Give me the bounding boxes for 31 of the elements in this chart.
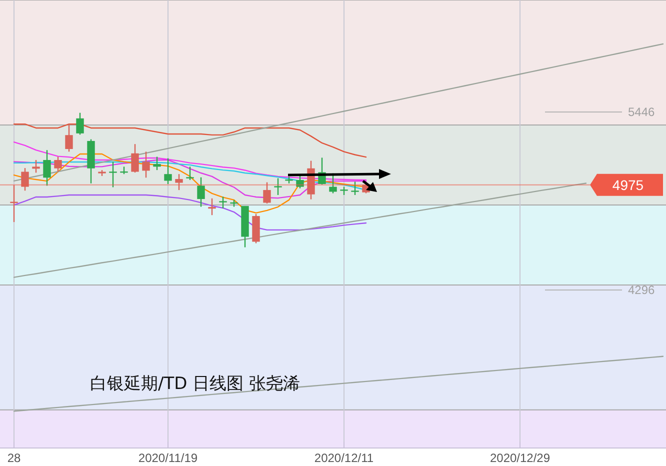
candlestick (109, 161, 117, 188)
candlestick (164, 158, 172, 185)
candlestick (186, 166, 194, 181)
candlestick (76, 112, 84, 136)
x-tick-label: 2020/11/19 (138, 451, 198, 465)
candlestick (296, 174, 304, 189)
candlestick (142, 151, 150, 178)
candlestick (65, 124, 73, 152)
line-series (13, 356, 664, 412)
line-series (13, 182, 587, 278)
candlestick (219, 196, 227, 209)
line-series (13, 194, 367, 231)
candlestick (131, 143, 139, 174)
candlestick (263, 182, 271, 204)
candlestick (32, 159, 40, 174)
candlestick (21, 167, 29, 192)
y-tick-label: 4296 (628, 283, 656, 297)
candlestick (274, 178, 282, 196)
x-tick-label: 2020/12/29 (490, 451, 550, 465)
annotation: 白银延期/TD 日线图 张尧浠 (90, 374, 300, 394)
x-tick-label: 2020/12/11 (314, 451, 374, 465)
x-tick-label: 28 (7, 451, 21, 465)
ref-line-label: 4975 (612, 176, 644, 193)
candlestick (43, 150, 51, 186)
candlestick (175, 173, 183, 191)
candlestick (153, 156, 161, 171)
candlestick (54, 156, 62, 172)
y-tick-label: 5446 (628, 105, 656, 120)
candlestick (208, 198, 216, 216)
candlestick (197, 176, 205, 208)
candlestick (351, 181, 359, 196)
